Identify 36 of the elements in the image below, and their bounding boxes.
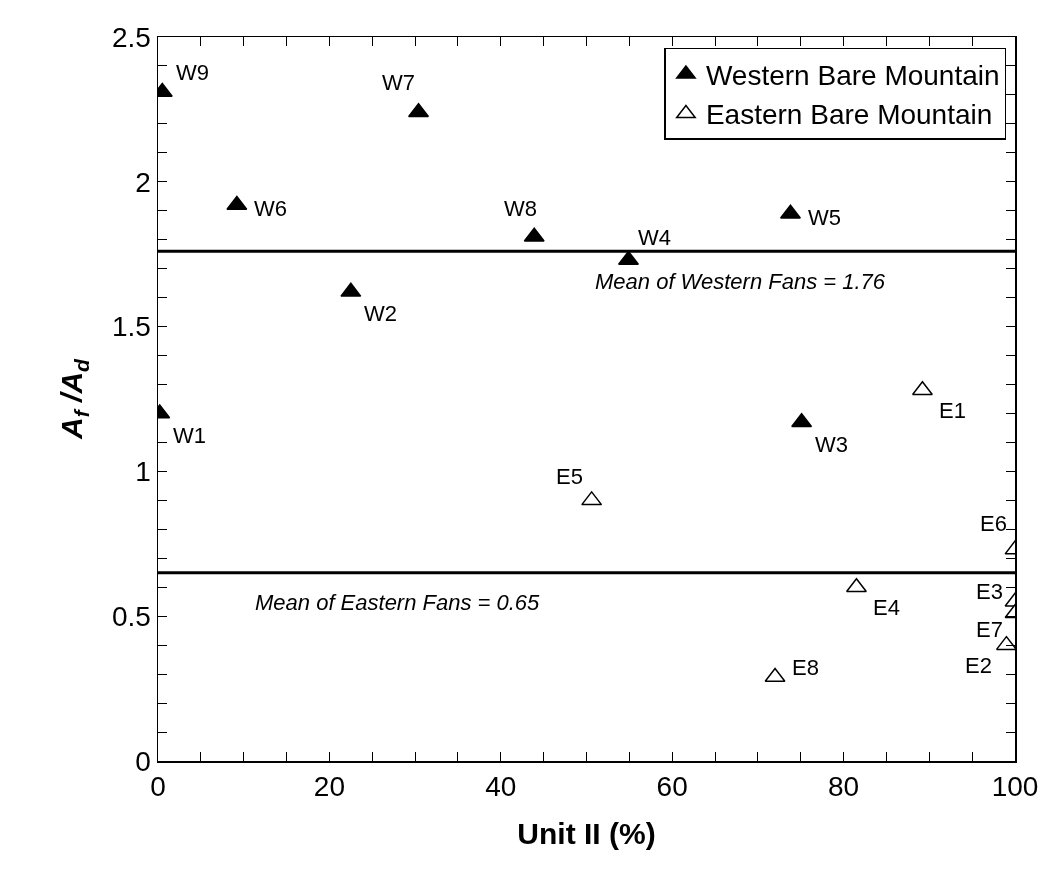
x-tick-label: 80 bbox=[828, 771, 860, 803]
annotation: E1 bbox=[939, 398, 966, 423]
ref-line-label: Mean of Eastern Fans = 0.65 bbox=[255, 590, 541, 615]
annotation: W3 bbox=[815, 432, 848, 457]
y-tick-label: 2 bbox=[135, 166, 151, 198]
y-tick-label: 1.5 bbox=[111, 311, 151, 343]
y-tick-label: 1 bbox=[135, 456, 151, 488]
x-tick-label: 60 bbox=[656, 771, 688, 803]
annotation: W1 bbox=[173, 423, 206, 448]
y-tick-label: 2.5 bbox=[111, 21, 151, 53]
y-tick-label: 0.5 bbox=[111, 601, 151, 632]
x-tick-label: 20 bbox=[313, 771, 345, 803]
annotation: E4 bbox=[873, 595, 900, 620]
legend-label: Western Bare Mountain bbox=[705, 59, 1000, 91]
annotation: E8 bbox=[792, 655, 819, 680]
point bbox=[764, 667, 786, 683]
annotation: E7 bbox=[976, 617, 1003, 642]
point bbox=[791, 412, 813, 428]
annotation: E6 bbox=[980, 511, 1007, 536]
annotation: W8 bbox=[504, 196, 537, 221]
x-axis-title: Unit II (%) bbox=[517, 817, 656, 851]
annotation: W7 bbox=[382, 70, 415, 95]
y-tick-label: 0 bbox=[135, 745, 151, 777]
x-tick-label: 100 bbox=[991, 771, 1039, 803]
annotation: W4 bbox=[638, 225, 671, 250]
annotation: W5 bbox=[808, 205, 841, 230]
annotation: E3 bbox=[976, 579, 1003, 604]
annotation: W6 bbox=[254, 196, 287, 221]
annotation: E2 bbox=[965, 653, 992, 678]
annotation: W2 bbox=[364, 301, 397, 326]
legend-label: Eastern Bare Mountain bbox=[705, 99, 993, 131]
point bbox=[995, 635, 1015, 651]
x-tick-label: 40 bbox=[485, 771, 517, 803]
annotation: E5 bbox=[556, 464, 583, 489]
annotation: W9 bbox=[176, 60, 209, 85]
ref-line-label: Mean of Western Fans = 1.76 bbox=[595, 269, 886, 294]
